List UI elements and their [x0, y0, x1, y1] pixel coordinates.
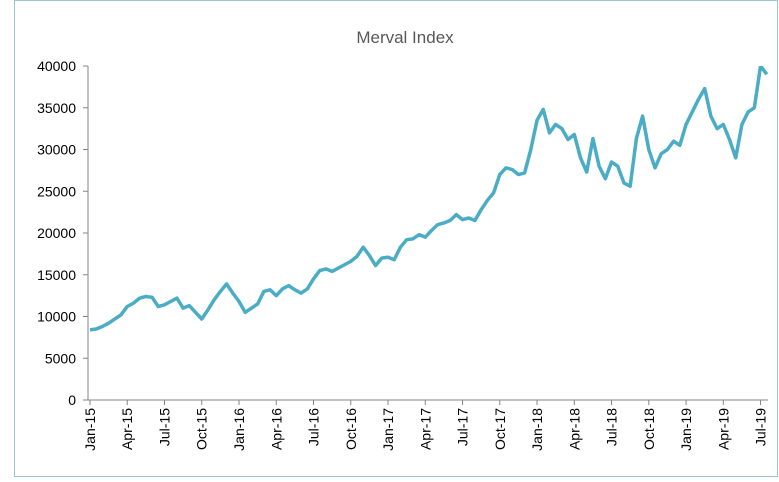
x-tick-label: Jul-17	[455, 408, 471, 446]
chart-title: Merval Index	[356, 28, 454, 47]
x-tick-label: Apr-16	[268, 408, 284, 450]
x-tick-label: Jan-15	[82, 408, 98, 451]
data-line	[89, 66, 769, 332]
x-tick-label: Jan-18	[529, 408, 545, 451]
x-tick-label: Apr-18	[566, 408, 582, 450]
y-tick-label: 0	[68, 392, 76, 408]
x-tick-label: Apr-19	[715, 408, 731, 450]
x-tick-label: Apr-17	[417, 408, 433, 450]
y-tick-label: 10000	[37, 309, 76, 325]
x-tick-label: Oct-16	[343, 408, 359, 450]
x-tick-label: Oct-18	[641, 408, 657, 450]
x-tick-label: Jul-19	[753, 408, 769, 446]
x-tick-label: Jul-16	[306, 408, 322, 446]
x-tick-label: Oct-15	[194, 408, 210, 450]
x-tick-label: Oct-17	[492, 408, 508, 450]
x-tick-label: Jan-19	[678, 408, 694, 451]
y-tick-label: 30000	[37, 142, 76, 158]
y-tick-label: 20000	[37, 225, 76, 241]
y-tick-label: 25000	[37, 183, 76, 199]
y-tick-label: 5000	[45, 350, 76, 366]
x-tick-label: Jan-17	[380, 408, 396, 451]
y-tick-label: 40000	[37, 58, 76, 74]
x-tick-label: Jul-15	[156, 408, 172, 446]
x-tick-label: Jan-16	[231, 408, 247, 451]
chart-frame	[14, 0, 778, 477]
y-tick-label: 35000	[37, 100, 76, 116]
x-tick-label: Apr-15	[119, 408, 135, 450]
x-tick-label: Jul-18	[604, 408, 620, 446]
y-tick-label: 15000	[37, 267, 76, 283]
